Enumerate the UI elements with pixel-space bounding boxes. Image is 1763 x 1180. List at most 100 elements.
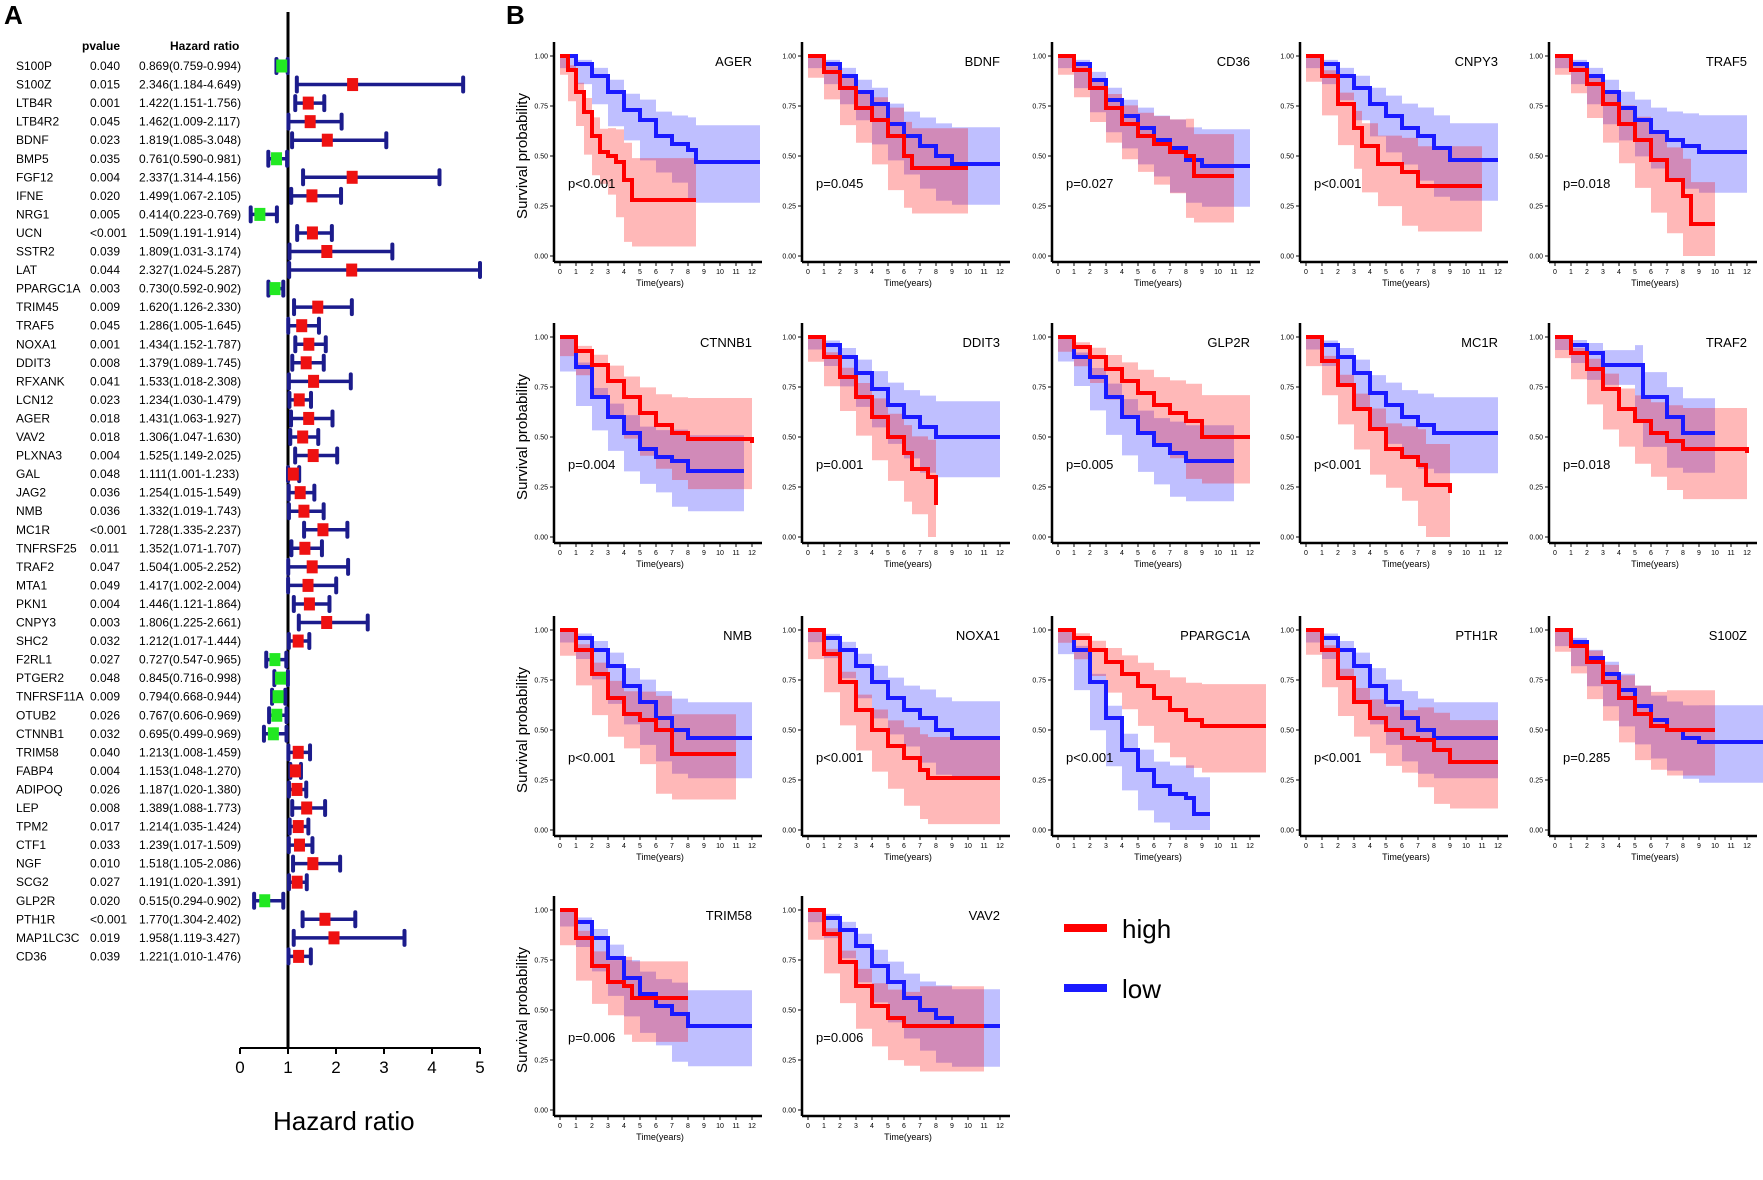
pvalue-label: 0.003: [90, 616, 120, 630]
km-x-label: Time(years): [1382, 278, 1430, 288]
km-x-tick-label: 1: [1569, 269, 1573, 276]
km-x-tick-label: 7: [1168, 550, 1172, 557]
gene-label: NRG1: [16, 207, 50, 221]
km-title: VAV2: [969, 908, 1000, 923]
km-x-label: Time(years): [636, 852, 684, 862]
hr-ci-label: 1.417(1.002-2.004): [139, 578, 241, 592]
km-y-tick-label: 0.00: [1032, 828, 1046, 835]
km-x-tick-label: 0: [806, 550, 810, 557]
pvalue-label: 0.039: [90, 949, 120, 963]
pvalue-label: 0.011: [90, 541, 119, 555]
km-x-tick-label: 3: [854, 550, 858, 557]
km-x-label: Time(years): [636, 278, 684, 288]
km-x-tick-label: 0: [558, 1123, 562, 1130]
km-x-tick-label: 5: [886, 550, 890, 557]
hr-ci-label: 1.212(1.017-1.444): [139, 634, 241, 648]
hr-point: [346, 170, 358, 184]
km-y-tick-label: 0.75: [1032, 678, 1046, 685]
km-x-tick-label: 9: [1697, 550, 1701, 557]
pvalue-label: 0.023: [90, 393, 120, 407]
km-x-tick-label: 0: [806, 1123, 810, 1130]
km-x-tick-label: 4: [1120, 843, 1124, 850]
km-curve-high: [560, 335, 754, 443]
hr-point: [312, 300, 324, 314]
km-x-tick-label: 12: [1494, 269, 1502, 276]
km-x-tick-label: 0: [558, 843, 562, 850]
km-y-tick-label: 0.25: [782, 485, 796, 492]
km-x-tick-label: 8: [934, 1123, 938, 1130]
hr-point: [306, 189, 318, 203]
km-y-tick-label: 0.50: [1032, 728, 1046, 735]
km-x-tick-label: 9: [702, 843, 706, 850]
km-y-tick-label: 0.75: [1032, 385, 1046, 392]
hr-ci-label: 1.806(1.225-2.661): [139, 616, 241, 630]
km-plot-pth1r: 0.000.250.500.751.000 1 2 3 4 5 6 7 8 9 10 11 12Time…: [1280, 616, 1508, 862]
pvalue-label: 0.039: [90, 245, 120, 259]
hr-point: [298, 504, 310, 518]
km-x-tick-label: 7: [918, 843, 922, 850]
km-y-tick-label: 0.25: [782, 204, 796, 211]
km-plot-s100z: 0.000.250.500.751.000 1 2 3 4 5 6 7 8 9 10 11 12Time…: [1529, 616, 1763, 862]
km-y-tick-label: 0.25: [1280, 485, 1294, 492]
km-x-tick-label: 0: [806, 269, 810, 276]
gene-label: CD36: [16, 949, 47, 963]
km-curve-low: [1306, 54, 1498, 162]
hr-point: [307, 857, 319, 871]
km-legend: high low: [1064, 914, 1171, 1004]
km-x-tick-label: 7: [1416, 843, 1420, 850]
pvalue-label: 0.004: [90, 449, 120, 463]
km-x-tick-label: 4: [1368, 269, 1372, 276]
km-x-tick-label: 10: [716, 550, 724, 557]
km-x-tick-label: 10: [1711, 550, 1719, 557]
km-y-label: Survival probability: [514, 667, 531, 793]
km-title: PTH1R: [1455, 628, 1498, 643]
km-x-tick-label: 2: [590, 550, 594, 557]
hazard-ratio-header: Hazard ratio: [170, 39, 239, 53]
hr-ci-label: 1.254(1.015-1.549): [139, 486, 241, 500]
km-x-tick-label: 10: [964, 843, 972, 850]
km-y-tick-label: 0.00: [1529, 254, 1543, 261]
km-x-tick-label: 0: [558, 550, 562, 557]
km-x-tick-label: 3: [1601, 550, 1605, 557]
km-x-tick-label: 6: [1400, 550, 1404, 557]
km-x-tick-label: 12: [1743, 843, 1751, 850]
pvalue-label: <0.001: [90, 226, 127, 240]
pvalue-label: 0.003: [90, 282, 120, 296]
km-curve-low: [1555, 54, 1747, 154]
km-y-tick-label: 0.75: [1529, 104, 1543, 111]
km-title: AGER: [715, 54, 752, 69]
km-x-tick-label: 0: [1553, 269, 1557, 276]
km-curve-high: [1555, 335, 1749, 453]
km-pvalue: p=0.027: [1066, 176, 1113, 191]
km-plot-ctnnb1: 0.000.250.500.751.000 1 2 3 4 5 6 7 8 9 10 11 12Time…: [514, 323, 762, 569]
km-pvalue: p<0.001: [568, 750, 615, 765]
km-y-tick-label: 0.25: [534, 778, 548, 785]
km-x-tick-label: 5: [1136, 269, 1140, 276]
hr-point: [269, 653, 281, 667]
pvalue-label: 0.040: [90, 745, 120, 759]
km-x-tick-label: 5: [1136, 843, 1140, 850]
hr-point: [292, 745, 304, 759]
km-x-tick-label: 10: [964, 1123, 972, 1130]
pvalue-label: 0.005: [90, 207, 120, 221]
km-panels: 0.000.250.500.751.000 1 2 3 4 5 6 7 8 9 10 11 12Time…: [514, 42, 1763, 1142]
km-y-tick-label: 1.00: [782, 628, 796, 635]
km-x-tick-label: 3: [606, 269, 610, 276]
km-y-tick-label: 0.75: [782, 678, 796, 685]
km-x-tick-label: 8: [934, 843, 938, 850]
km-title: PPARGC1A: [1180, 628, 1250, 643]
pvalue-label: 0.027: [90, 653, 120, 667]
gene-label: LEP: [16, 801, 39, 815]
km-x-tick-label: 5: [638, 269, 642, 276]
km-x-tick-label: 5: [638, 550, 642, 557]
km-pvalue: p<0.001: [1314, 176, 1361, 191]
km-x-tick-label: 12: [748, 1123, 756, 1130]
km-band-high: [560, 630, 736, 800]
km-x-tick-label: 10: [1711, 269, 1719, 276]
pvalue-label: 0.008: [90, 356, 120, 370]
pvalue-label: 0.015: [90, 78, 120, 92]
km-y-tick-label: 1.00: [1529, 54, 1543, 61]
hr-point: [291, 782, 303, 796]
km-x-tick-label: 4: [1617, 550, 1621, 557]
km-x-tick-label: 12: [748, 550, 756, 557]
